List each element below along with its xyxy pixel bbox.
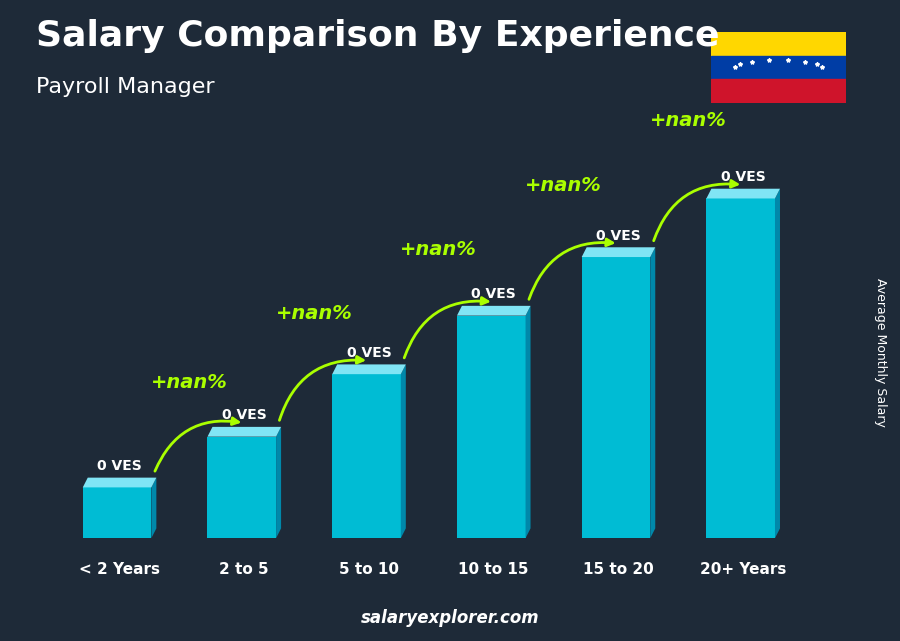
Polygon shape	[651, 247, 655, 538]
Text: Payroll Manager: Payroll Manager	[36, 77, 214, 97]
Text: +nan%: +nan%	[525, 176, 601, 195]
Text: +nan%: +nan%	[150, 372, 228, 392]
Text: 10 to 15: 10 to 15	[458, 562, 529, 576]
Bar	[711, 79, 846, 103]
Text: Salary Comparison By Experience: Salary Comparison By Experience	[36, 19, 719, 53]
Text: 20+ Years: 20+ Years	[700, 562, 787, 576]
Polygon shape	[526, 306, 530, 538]
Polygon shape	[400, 364, 406, 538]
Text: Average Monthly Salary: Average Monthly Salary	[874, 278, 886, 427]
Polygon shape	[457, 306, 530, 315]
Polygon shape	[332, 364, 406, 374]
Polygon shape	[208, 437, 276, 538]
Polygon shape	[83, 478, 157, 487]
Text: 0 VES: 0 VES	[472, 287, 516, 301]
Text: 0 VES: 0 VES	[721, 170, 766, 184]
Text: 15 to 20: 15 to 20	[583, 562, 653, 576]
Text: salaryexplorer.com: salaryexplorer.com	[361, 609, 539, 627]
Polygon shape	[706, 188, 780, 199]
Polygon shape	[208, 427, 281, 437]
Polygon shape	[332, 374, 400, 538]
Text: +nan%: +nan%	[400, 240, 477, 259]
Text: < 2 Years: < 2 Years	[79, 562, 160, 576]
Text: 0 VES: 0 VES	[222, 408, 266, 422]
Text: 0 VES: 0 VES	[97, 459, 142, 473]
Polygon shape	[581, 247, 655, 257]
Polygon shape	[706, 199, 775, 538]
Polygon shape	[151, 478, 157, 538]
Text: 0 VES: 0 VES	[346, 345, 392, 360]
Bar	[711, 56, 846, 79]
Text: +nan%: +nan%	[650, 111, 726, 130]
Polygon shape	[83, 487, 151, 538]
Polygon shape	[276, 427, 281, 538]
Polygon shape	[457, 315, 526, 538]
Bar	[711, 32, 846, 56]
Text: 2 to 5: 2 to 5	[220, 562, 269, 576]
Text: 0 VES: 0 VES	[596, 229, 641, 242]
Text: +nan%: +nan%	[275, 304, 352, 324]
Text: 5 to 10: 5 to 10	[339, 562, 399, 576]
Polygon shape	[581, 257, 651, 538]
Polygon shape	[775, 188, 780, 538]
